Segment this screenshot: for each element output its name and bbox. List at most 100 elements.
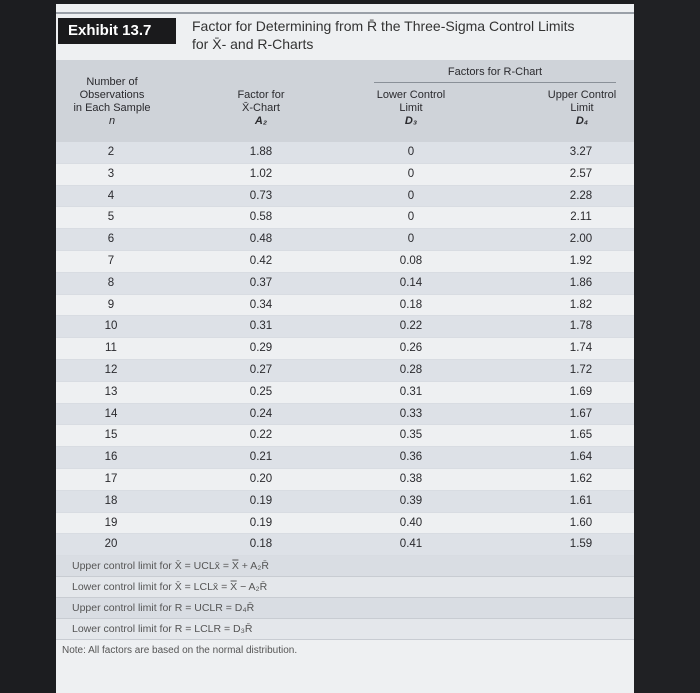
- exhibit-label: Exhibit 13.7: [58, 18, 176, 44]
- table-row: 9 0.34 0.18 1.82: [56, 295, 634, 317]
- cell-a2: 0.27: [249, 363, 273, 376]
- formula-lcl-r: Lower control limit for R = LCLR = D₃R̄: [56, 619, 634, 640]
- cell-d4: 3.27: [569, 146, 593, 158]
- cell-n: 15: [104, 429, 118, 442]
- cell-n: 10: [104, 320, 118, 333]
- cell-d4: 1.59: [569, 538, 593, 551]
- table-row: 16 0.21 0.36 1.64: [56, 447, 634, 469]
- cell-d3: 0.14: [399, 276, 423, 289]
- table-header: Number of Observations in Each Sample n …: [56, 60, 634, 142]
- cell-d4: 1.72: [569, 363, 593, 376]
- cell-n: 2: [107, 146, 115, 158]
- table-row: 11 0.29 0.26 1.74: [56, 338, 634, 360]
- cell-n: 13: [104, 385, 118, 398]
- cell-a2: 0.34: [249, 298, 273, 311]
- table-row: 5 0.58 0 2.11: [56, 207, 634, 230]
- cell-d3: 0.08: [399, 254, 423, 267]
- cell-a2: 0.20: [249, 472, 273, 485]
- table-row: 18 0.19 0.39 1.61: [56, 490, 634, 513]
- formula-lcl-xbar: Lower control limit for X̄ = LCLx̄ = X̿ …: [56, 577, 634, 598]
- cell-n: 17: [104, 472, 118, 485]
- cell-d4: 1.78: [569, 320, 593, 333]
- cell-d3: 0.22: [399, 320, 423, 333]
- cell-d4: 1.64: [569, 451, 593, 464]
- cell-a2: 1.88: [249, 146, 273, 158]
- cell-a2: 0.19: [249, 494, 273, 507]
- table-row: 15 0.22 0.35 1.65: [56, 425, 634, 448]
- cell-d4: 2.11: [570, 211, 592, 224]
- cell-d3: 0.28: [399, 363, 423, 376]
- cell-d4: 1.62: [569, 472, 593, 485]
- cell-d4: 1.65: [569, 429, 593, 442]
- table-row: 6 0.48 0 2.00: [56, 229, 634, 251]
- cell-d4: 1.69: [569, 385, 593, 398]
- cell-a2: 0.37: [249, 276, 273, 289]
- cell-d3: 0.41: [399, 538, 423, 551]
- formula-ucl-xbar: Upper control limit for X̄ = UCLx̄ = X̿ …: [56, 556, 634, 577]
- cell-d4: 1.60: [569, 516, 593, 529]
- cell-n: 6: [107, 233, 115, 246]
- header-n-line: Number of: [86, 76, 138, 88]
- cell-n: 11: [105, 342, 117, 355]
- cell-d4: 1.92: [569, 254, 593, 267]
- cell-n: 18: [104, 494, 118, 507]
- table-row: 3 1.02 0 2.57: [56, 164, 634, 186]
- cell-d3: 0: [407, 211, 415, 224]
- exhibit-title: Factor for Determining from R̄ the Three…: [192, 17, 632, 53]
- table-row: 20 0.18 0.41 1.59: [56, 534, 634, 557]
- cell-n: 14: [104, 407, 118, 420]
- cell-n: 7: [107, 254, 115, 267]
- table-row: 8 0.37 0.14 1.86: [56, 272, 634, 295]
- cell-a2: 0.19: [249, 516, 273, 529]
- cell-d3: 0: [407, 233, 415, 246]
- cell-d3: 0.38: [399, 472, 423, 485]
- table-row: 19 0.19 0.40 1.60: [56, 513, 634, 535]
- cell-d3: 0.33: [399, 407, 423, 420]
- cell-d4: 2.00: [569, 233, 593, 246]
- cell-d4: 1.82: [569, 298, 593, 311]
- cell-a2: 0.22: [249, 429, 273, 442]
- header-group-r-chart: Factors for R-Chart: [447, 66, 543, 78]
- cell-d4: 1.67: [569, 407, 593, 420]
- divider: [374, 82, 616, 83]
- cell-n: 8: [107, 276, 115, 289]
- cell-a2: 0.18: [249, 538, 273, 551]
- title-line-1: Factor for Determining from R̄ the Three…: [192, 18, 575, 34]
- cell-a2: 1.02: [249, 167, 273, 180]
- cell-a2: 0.21: [249, 451, 273, 464]
- header-d3-symbol: D₃: [404, 115, 418, 127]
- table-row: 2 1.88 0 3.27: [56, 142, 634, 164]
- table-row: 13 0.25 0.31 1.69: [56, 382, 634, 404]
- table-row: 7 0.42 0.08 1.92: [56, 251, 634, 273]
- cell-a2: 0.29: [249, 342, 273, 355]
- header-d3: Lower Control Limit D₃: [366, 89, 456, 128]
- header-n-symbol: n: [108, 115, 116, 127]
- cell-a2: 0.24: [249, 407, 273, 420]
- cell-n: 9: [107, 298, 115, 311]
- cell-d3: 0.36: [399, 451, 423, 464]
- cell-n: 16: [104, 451, 118, 464]
- cell-n: 3: [107, 167, 115, 180]
- cell-d3: 0.35: [399, 429, 423, 442]
- cell-n: 12: [104, 363, 118, 376]
- cell-d3: 0.31: [399, 385, 423, 398]
- title-bar: Exhibit 13.7 Factor for Determining from…: [56, 12, 634, 60]
- header-d3-line: Limit: [399, 102, 423, 114]
- header-d4-line: Limit: [570, 102, 594, 114]
- cell-a2: 0.42: [249, 254, 273, 267]
- cell-n: 20: [104, 538, 118, 551]
- title-line-2: for X̄- and R-Charts: [192, 36, 314, 52]
- cell-n: 5: [107, 211, 115, 224]
- header-d4-line: Upper Control: [547, 89, 617, 101]
- table-row: 12 0.27 0.28 1.72: [56, 359, 634, 382]
- cell-d3: 0.40: [399, 516, 423, 529]
- header-a2: Factor for X̄-Chart A₂: [216, 89, 306, 128]
- cell-a2: 0.58: [249, 211, 273, 224]
- cell-d3: 0: [407, 167, 415, 180]
- cell-d3: 0: [407, 189, 415, 202]
- header-d4: Upper Control Limit D₄: [534, 89, 630, 128]
- cell-n: 19: [104, 516, 118, 529]
- cell-n: 4: [107, 189, 115, 202]
- header-n-line: in Each Sample: [73, 102, 151, 114]
- table-row: 14 0.24 0.33 1.67: [56, 403, 634, 426]
